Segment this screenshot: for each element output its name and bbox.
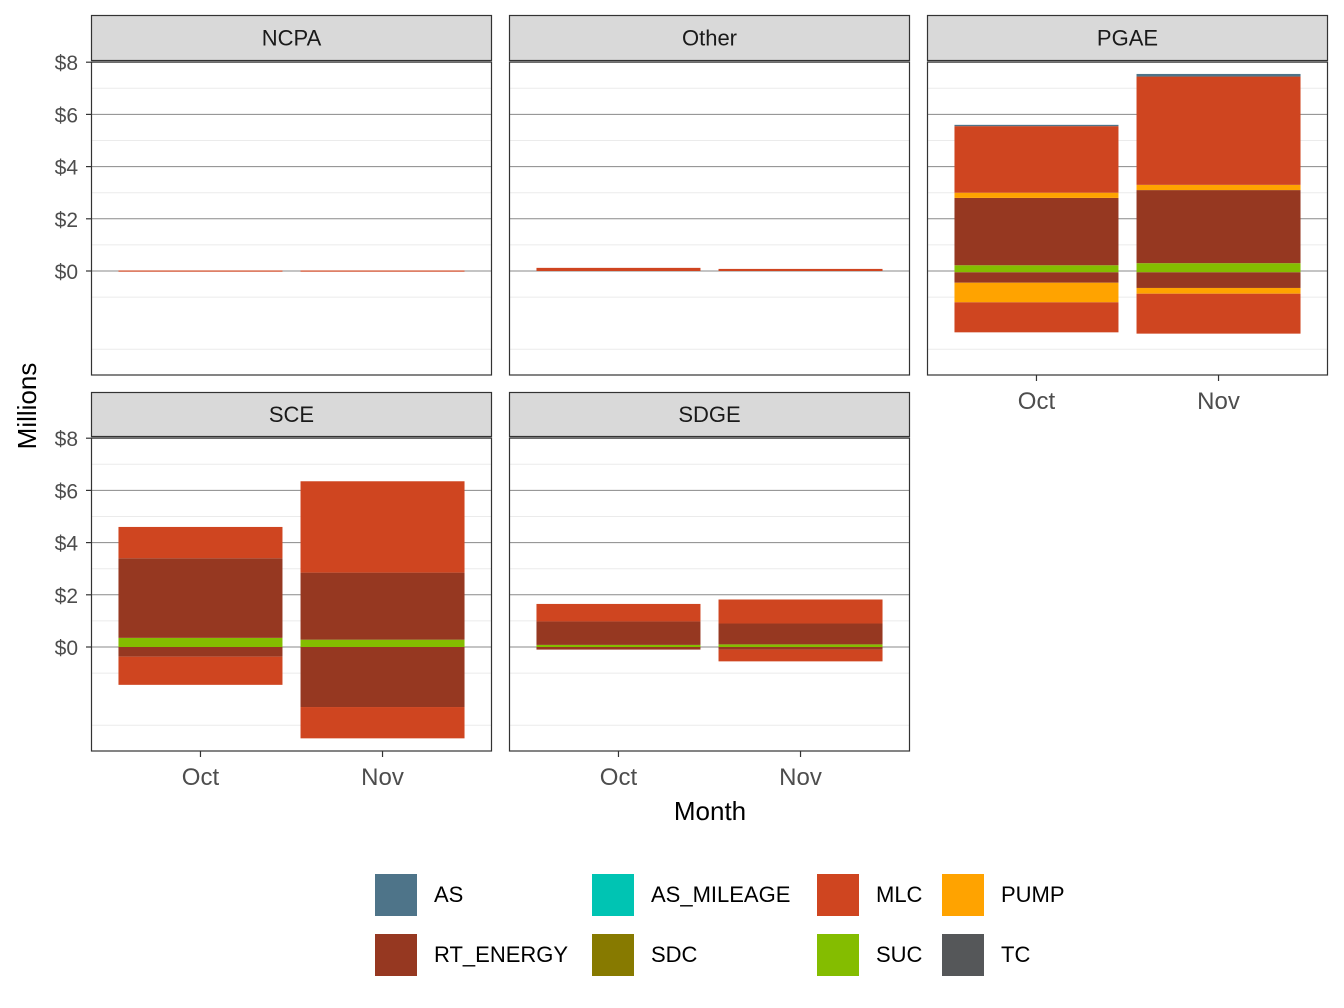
panel-border xyxy=(508,437,911,752)
bar-segment-rt-energy xyxy=(1136,272,1301,288)
bar-segment-rt-energy xyxy=(718,623,883,645)
bar-segment-mlc xyxy=(536,603,701,622)
bar-segment-rt-energy xyxy=(718,647,883,650)
bar-segment-mlc xyxy=(718,649,883,662)
x-tick-label: Nov xyxy=(779,764,822,791)
y-tick-label: $2 xyxy=(55,209,78,232)
facet-label-sce: SCE xyxy=(269,402,314,427)
bar-segment-suc xyxy=(954,271,1119,273)
facet-strip xyxy=(508,391,911,438)
bar-segment-rt-energy xyxy=(954,272,1119,283)
x-tick-label: Nov xyxy=(361,764,404,791)
bar-segment-suc xyxy=(118,637,283,647)
facet-strip xyxy=(90,391,493,438)
panel-other: Other xyxy=(508,14,911,376)
bar-segment-rt-energy xyxy=(300,572,465,640)
bar-segment-mlc xyxy=(718,599,883,624)
panel-border xyxy=(90,437,493,752)
x-tick-label: Oct xyxy=(1018,388,1056,415)
bar-segment-suc xyxy=(536,644,701,647)
facet-strip xyxy=(508,14,911,62)
x-tick-label: Oct xyxy=(600,764,638,791)
y-tick-label: $6 xyxy=(55,480,78,503)
bar-segment-rt-energy xyxy=(536,647,701,650)
bar-segment-mlc xyxy=(1136,76,1301,185)
facet-label-ncpa: NCPA xyxy=(262,26,322,51)
x-tick-label: Nov xyxy=(1197,388,1240,415)
y-tick-label: $8 xyxy=(55,428,78,451)
panel-border xyxy=(508,61,911,376)
y-tick-label: $0 xyxy=(55,637,78,660)
facet-label-sdge: SDGE xyxy=(678,402,740,427)
bar-segment-mlc xyxy=(536,267,701,271)
bar-segment-suc xyxy=(1136,271,1301,273)
panel-border xyxy=(90,61,493,376)
y-tick-label: $4 xyxy=(55,157,79,180)
facet-label-other: Other xyxy=(682,26,737,51)
bar-segment-mlc xyxy=(300,481,465,573)
bar-segment-mlc xyxy=(300,707,465,739)
bar-segment-pump xyxy=(954,192,1119,198)
bar-segment-mlc xyxy=(954,126,1119,193)
bar-segment-mlc xyxy=(1136,293,1301,334)
bar-segment-pump xyxy=(1136,287,1301,294)
facet-strip xyxy=(926,14,1329,62)
bar-segment-rt-energy xyxy=(300,647,465,708)
bar-segment-suc xyxy=(300,639,465,647)
bar-segment-suc xyxy=(1136,263,1301,271)
bar-segment-mlc xyxy=(118,270,283,272)
bar-segment-rt-energy xyxy=(118,647,283,657)
bar-segment-pump xyxy=(954,282,1119,303)
bar-segment-rt-energy xyxy=(118,558,283,638)
bar-segment-mlc xyxy=(954,302,1119,333)
y-tick-label: $8 xyxy=(55,52,78,75)
y-tick-label: $0 xyxy=(55,261,78,284)
bar-segment-mlc xyxy=(118,526,283,559)
panel-ncpa: NCPA $0 $2 $4 $6 $8 xyxy=(55,14,493,376)
bar-segment-rt-energy xyxy=(1136,190,1301,264)
y-tick-label: $6 xyxy=(55,104,78,127)
bar-segment-as xyxy=(1136,73,1301,77)
bar-segment-suc xyxy=(718,644,883,647)
bar-segment-rt-energy xyxy=(954,197,1119,266)
bar-segment-mlc xyxy=(300,270,465,272)
x-axis-title: Month xyxy=(674,796,746,826)
facet-strip xyxy=(90,14,493,62)
bar-segment-suc xyxy=(954,265,1119,271)
panel-sce: SCE $0 $2 $4 $6 $8 Oct Nov xyxy=(55,391,493,791)
bar-segment-pump xyxy=(1136,184,1301,191)
y-axis-title: Millions xyxy=(12,363,42,450)
x-tick-label: Oct xyxy=(182,764,220,791)
panel-border xyxy=(926,61,1329,376)
y-tick-label: $4 xyxy=(55,533,79,556)
y-tick-label: $2 xyxy=(55,585,78,608)
bar-segment-as xyxy=(954,124,1119,127)
panel-sdge: SDGE Oct Nov xyxy=(508,391,911,791)
panel-pgae: PGAE Oct Nov xyxy=(926,14,1329,415)
facet-label-pgae: PGAE xyxy=(1097,26,1158,51)
bar-segment-mlc xyxy=(718,268,883,271)
bar-segment-mlc xyxy=(118,656,283,685)
bar-segment-rt-energy xyxy=(536,621,701,645)
